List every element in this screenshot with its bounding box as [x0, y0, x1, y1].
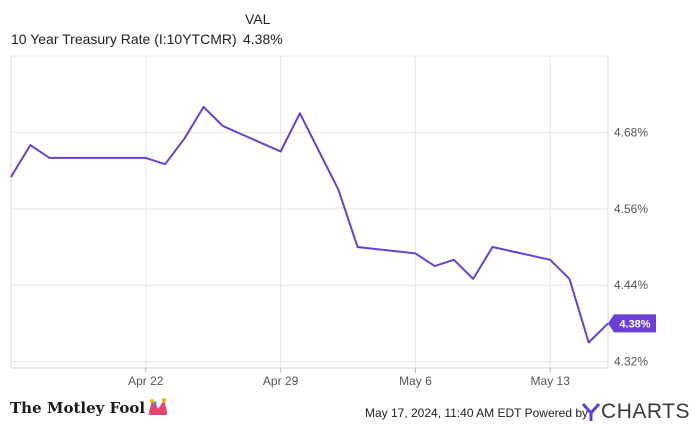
- motley-fool-logo: The Motley Fool: [10, 398, 169, 418]
- x-tick-label: Apr 22: [128, 374, 164, 388]
- value-column-header: VAL: [245, 11, 271, 27]
- series-line: [10, 105, 609, 344]
- y-tick-label: 4.32%: [614, 355, 648, 369]
- x-tick-label: May 6: [399, 374, 432, 388]
- motley-fool-brand: The Motley Fool: [10, 399, 146, 417]
- series-current-value: 4.38%: [243, 31, 283, 47]
- series-name: 10 Year Treasury Rate (I:10YTCMR): [11, 31, 237, 47]
- ycharts-wordmark: CHARTS: [601, 400, 690, 423]
- last-value-label: 4.38%: [619, 318, 650, 330]
- chart-footer: The Motley Fool May 17, 2024, 11:40 AM E…: [0, 392, 700, 428]
- chart-legend: VAL 10 Year Treasury Rate (I:10YTCMR) 4.…: [0, 0, 700, 50]
- ycharts-logo: CHARTS: [581, 400, 690, 424]
- y-tick-label: 4.44%: [614, 278, 648, 292]
- x-tick-label: Apr 29: [263, 374, 299, 388]
- x-tick-label: May 13: [531, 374, 571, 388]
- y-tick-label: 4.68%: [614, 125, 648, 139]
- last-value-badge: [608, 314, 656, 333]
- timestamp-credit: May 17, 2024, 11:40 AM EDT Powered by: [364, 406, 588, 420]
- line-chart: 4.32% 4.44% 4.56% 4.68% Apr 22 Apr 29 May 6 May…: [10, 55, 656, 388]
- ycharts-y-icon: [581, 403, 601, 421]
- jester-hat-icon: [149, 398, 168, 415]
- y-tick-label: 4.56%: [614, 202, 648, 216]
